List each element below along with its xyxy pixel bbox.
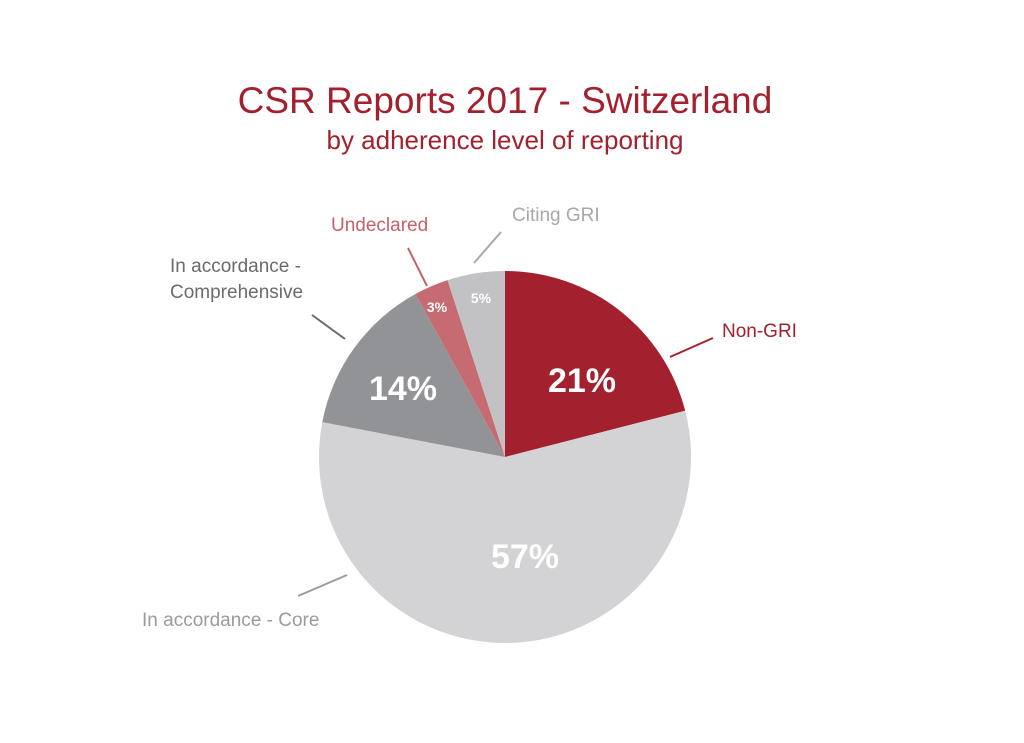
- leader-line-non-gri: [669, 337, 714, 358]
- category-label-comprehensive-line-1: In accordance -: [170, 256, 301, 277]
- pie-slices: [318, 271, 691, 643]
- category-label-comprehensive-line-2: Comprehensive: [170, 282, 303, 303]
- pie-slice-undeclared: [415, 280, 505, 457]
- pie-slice-citing-gri: [447, 271, 505, 457]
- chart-title: CSR Reports 2017 - Switzerland: [238, 80, 773, 121]
- pie-slice-non-gri: [505, 271, 686, 457]
- slice-value-label-undeclared: 3%: [427, 299, 448, 315]
- slice-value-label-non-gri: 21%: [548, 362, 616, 400]
- leader-line-undeclared: [407, 247, 428, 287]
- category-label-non-gri: Non-GRI: [722, 321, 797, 342]
- pie-slice-in-accordance-comprehensive: [322, 294, 505, 457]
- pie-slice-in-accordance-core: [318, 410, 691, 643]
- leader-line-citing-gri: [473, 231, 502, 264]
- category-label-core: In accordance - Core: [142, 610, 319, 631]
- category-label-citing-gri: Citing GRI: [512, 205, 600, 226]
- leader-line-comprehensive: [311, 314, 346, 340]
- slice-value-label-citing-gri: 5%: [471, 290, 492, 306]
- slice-value-label-comprehensive: 14%: [369, 370, 437, 408]
- slice-value-label-core: 57%: [491, 538, 559, 576]
- leader-line-core: [297, 574, 348, 597]
- category-label-undeclared: Undeclared: [331, 215, 428, 236]
- chart-subtitle: by adherence level of reporting: [326, 125, 683, 155]
